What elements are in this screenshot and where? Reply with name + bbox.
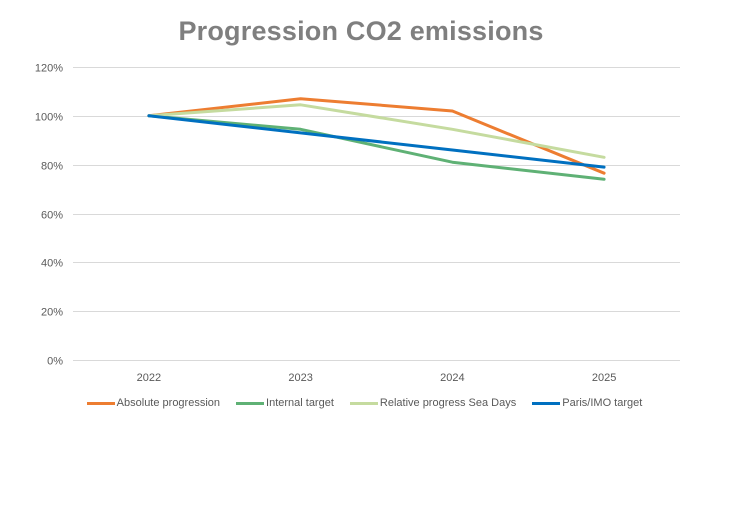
series-line-paris-imo-target — [147, 114, 606, 169]
x-tick-label: 2022 — [137, 372, 161, 384]
legend-swatch — [349, 401, 378, 405]
legend-label: Internal target — [266, 397, 334, 409]
series-line-internal-target — [147, 114, 606, 181]
y-tick-label: 40% — [41, 258, 63, 270]
legend-swatch — [532, 401, 561, 405]
series-lines — [147, 97, 606, 181]
legend-item: Relative progress Sea Days — [349, 397, 517, 409]
y-tick-label: 80% — [41, 161, 63, 173]
y-axis-ticks: 0% 20% 40% 60% 80% 100% 120% — [35, 63, 63, 368]
x-tick-label: 2023 — [288, 372, 312, 384]
legend-item: Paris/IMO target — [532, 397, 642, 409]
legend-label: Relative progress Sea Days — [379, 397, 517, 409]
legend-label: Paris/IMO target — [562, 397, 643, 409]
y-tick-label: 20% — [41, 307, 63, 319]
legend-item: Internal target — [236, 397, 334, 409]
legend: Absolute progression Internal target Relat… — [0, 397, 739, 409]
x-axis-ticks: 2022 2023 2024 2025 — [137, 372, 617, 384]
legend-swatch — [86, 401, 115, 405]
chart-title: Progression CO2 emissions — [178, 16, 544, 46]
gridlines — [73, 67, 680, 361]
legend-item: Absolute progression — [86, 397, 221, 409]
y-tick-label: 100% — [35, 112, 63, 124]
series-line-relative-progress-sea-days — [147, 103, 606, 159]
legend-label: Absolute progression — [116, 397, 221, 409]
y-tick-label: 120% — [35, 63, 63, 75]
x-tick-label: 2025 — [592, 372, 616, 384]
y-tick-label: 0% — [47, 356, 63, 368]
legend-swatch — [236, 401, 265, 405]
x-tick-label: 2024 — [440, 372, 464, 384]
y-tick-label: 60% — [41, 210, 63, 222]
